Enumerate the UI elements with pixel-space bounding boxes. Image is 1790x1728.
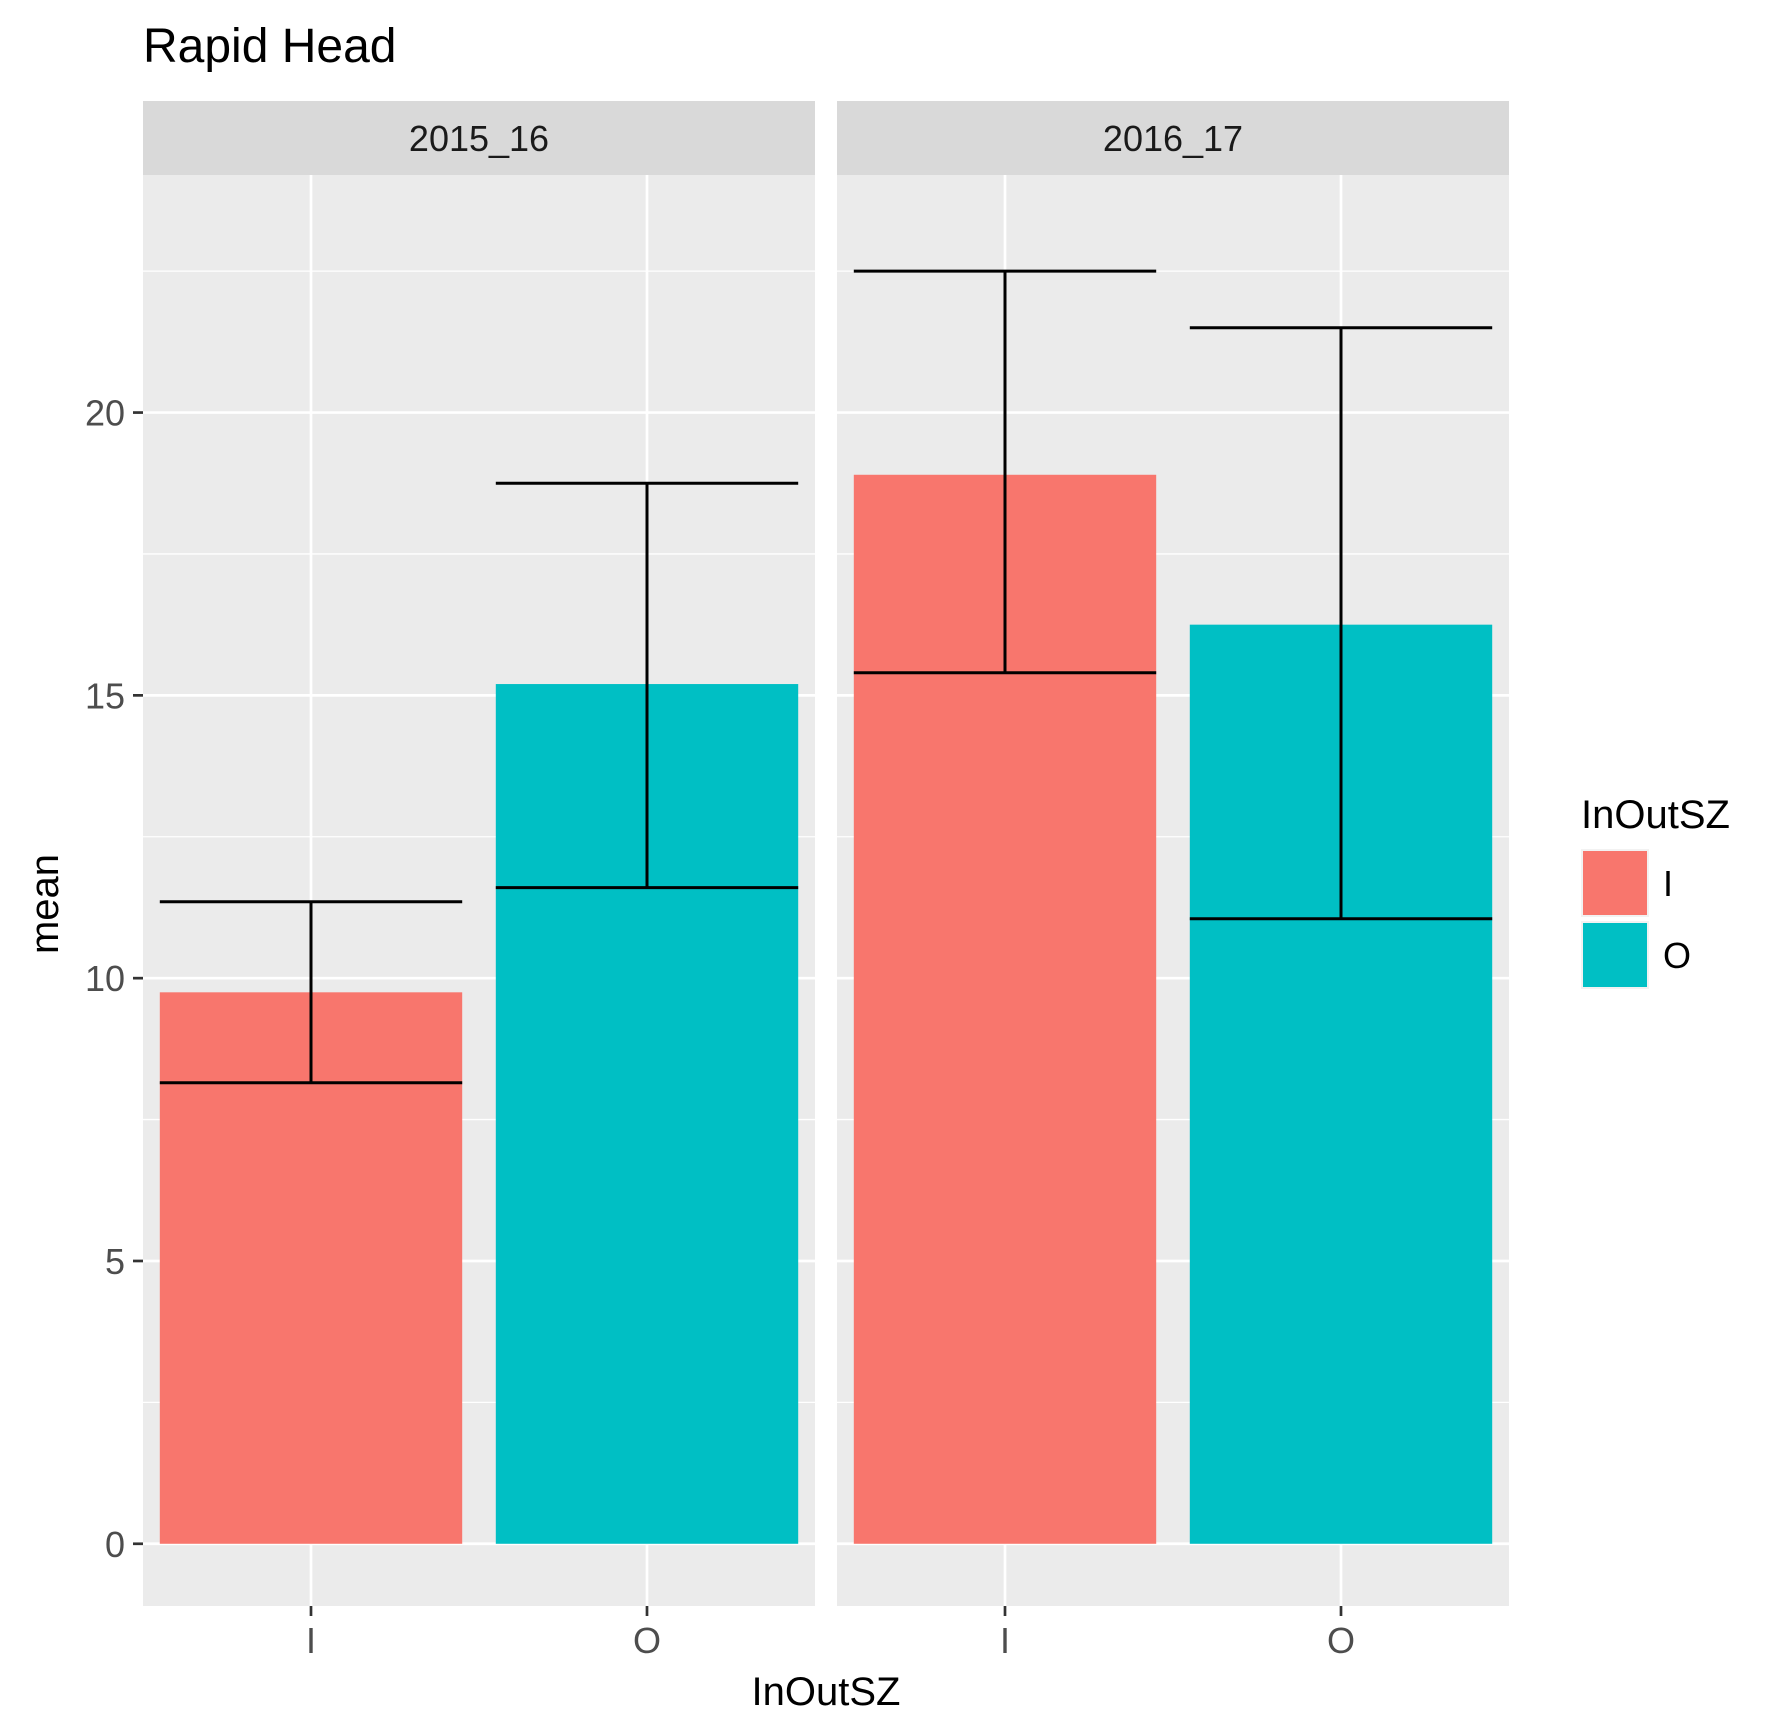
y-axis-label: mean <box>23 854 67 954</box>
y-axis: 0 5 10 15 20 <box>85 393 143 1565</box>
x-tick-label: I <box>306 1620 316 1661</box>
error-bar-2015_16-I <box>159 900 463 1085</box>
legend-label: O <box>1663 935 1691 976</box>
legend: InOutSZ IO <box>1581 793 1730 989</box>
facet-panel-2016_17: 2016_17 <box>837 101 1509 1606</box>
y-tick-label: 20 <box>85 393 125 434</box>
legend-swatch <box>1583 851 1647 915</box>
facet-strip <box>143 101 815 175</box>
y-tick-label: 5 <box>105 1241 125 1282</box>
legend-item-O: O <box>1581 921 1691 989</box>
y-tick-label: 10 <box>85 958 125 999</box>
facet-panels: 2015_16 2016_17 <box>143 101 1509 1606</box>
legend-item-I: I <box>1581 849 1673 917</box>
y-tick-label: 15 <box>85 675 125 716</box>
error-bar-2016_17-O <box>1189 326 1493 921</box>
x-tick-label: O <box>1327 1620 1355 1661</box>
chart-title: Rapid Head <box>143 20 397 73</box>
legend-swatch <box>1583 923 1647 987</box>
x-tick-label: I <box>1000 1620 1010 1661</box>
facet-panel-2015_16: 2015_16 <box>143 101 815 1606</box>
facet-strip-label: 2015_16 <box>409 118 549 159</box>
y-tick-label: 0 <box>105 1524 125 1565</box>
x-axis-label: InOutSZ <box>752 1670 901 1714</box>
x-tick-label: O <box>633 1620 661 1661</box>
legend-title: InOutSZ <box>1581 793 1730 837</box>
error-bar-2015_16-O <box>495 481 799 890</box>
legend-label: I <box>1663 863 1673 904</box>
error-bar-2016_17-I <box>853 269 1157 675</box>
facet-strip-label: 2016_17 <box>1103 118 1243 159</box>
facet-strip <box>837 101 1509 175</box>
